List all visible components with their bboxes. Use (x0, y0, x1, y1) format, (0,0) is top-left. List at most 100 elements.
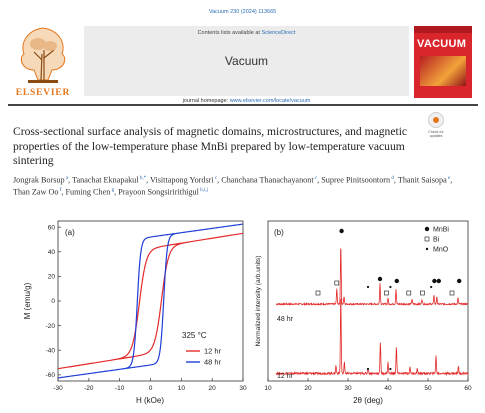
x-tick-label: 50 (424, 385, 432, 392)
author-name[interactable]: Prayoon Songsiririthigul (118, 187, 199, 197)
legend-label: MnBi (433, 226, 449, 233)
y-tick-label: 40 (48, 249, 56, 256)
legend-label: MnO (433, 246, 449, 253)
xrd-phase-markers (315, 228, 462, 371)
journal-header-box: Contents lists available at ScienceDirec… (84, 26, 409, 96)
author-list: Jongrak Borsup a, Tanachat Eknapakul b,*… (13, 175, 453, 197)
bi-marker (406, 290, 412, 296)
y-tick-label: -40 (46, 347, 56, 354)
legend-label: Bi (433, 236, 440, 243)
legend-label: 12 hr (204, 347, 222, 356)
xrd-legend: MnBi Bi MnO (424, 226, 449, 253)
author-name[interactable]: Visittapong Yordsri (150, 175, 214, 185)
legend-bi-symbol (424, 236, 430, 242)
xrd-trace-12-hr (275, 297, 469, 376)
author-affiliation[interactable]: e (446, 176, 451, 181)
elsevier-logo[interactable]: ELSEVIER (8, 20, 78, 98)
mno-marker (366, 285, 370, 289)
hysteresis-legend: 12 hr 48 hr (186, 347, 222, 367)
journal-name: Vacuum (224, 54, 269, 68)
homepage-label: journal homepage: (182, 98, 229, 104)
author-name[interactable]: Supree Pinitsoontorn (321, 175, 391, 185)
cover-band (414, 26, 472, 33)
mno-marker (389, 285, 392, 289)
hysteresis-y-label: M (emu/g) (23, 282, 32, 319)
author-affiliation[interactable]: a (64, 176, 69, 181)
x-tick-label: -20 (84, 385, 94, 392)
mno-marker (389, 367, 392, 371)
hysteresis-chart: (a) -30 -20 -10 0 10 20 30 -60 -40 -20 0 20 40 60 H … (23, 220, 247, 405)
contents-text: Contents lists available at (197, 30, 260, 36)
graphical-abstract-figure: (a) -30 -20 -10 0 10 20 30 -60 -40 -20 0 20 40 60 H … (20, 213, 482, 411)
xrd-trace-label: 48 hr (277, 316, 294, 323)
legend-mno-symbol (425, 247, 429, 251)
mnbi-marker (436, 278, 441, 284)
cover-artwork (420, 56, 466, 86)
journal-masthead: ELSEVIER Contents lists available at Sci… (8, 20, 478, 104)
x-tick-label: 60 (464, 385, 472, 392)
legend-label: 48 hr (204, 358, 222, 367)
author-name[interactable]: Thanit Saisopa (397, 175, 447, 185)
header-divider (8, 104, 478, 106)
journal-cover-image[interactable]: VACUUM (414, 26, 472, 98)
mno-marker (366, 367, 370, 371)
author-name[interactable]: Chanchana Thanachayanont (221, 175, 314, 185)
xrd-plot-frame (267, 220, 469, 382)
author-name[interactable]: Jongrak Borsup (13, 175, 65, 185)
mno-marker (430, 285, 433, 289)
homepage-link[interactable]: www.elsevier.com/locate/vacuum (229, 98, 311, 104)
hysteresis-x-label: H (kOe) (136, 396, 164, 405)
hysteresis-y-ticks: -60 -40 -20 0 20 40 60 (46, 224, 61, 379)
x-tick-label: 10 (264, 385, 272, 392)
author-name[interactable]: Fuming Chen (65, 187, 111, 197)
author-affiliation[interactable]: c (213, 176, 218, 181)
author-affiliation[interactable]: b,i,j (198, 188, 208, 194)
journal-citation[interactable]: Vacuum 230 (2024) 113665 (208, 9, 277, 15)
cover-title: VACUUM (417, 38, 467, 50)
x-tick-label: 40 (384, 385, 392, 392)
mnbi-marker (432, 278, 437, 284)
author-affiliation[interactable]: f (58, 188, 62, 194)
check-updates-line2: updates (429, 134, 443, 139)
elsevier-tree-icon (8, 20, 78, 86)
y-tick-label: 20 (48, 274, 56, 281)
author-affiliation[interactable]: c (313, 176, 318, 181)
y-tick-label: -20 (46, 323, 56, 330)
author-affiliation[interactable]: d (390, 176, 394, 181)
mnbi-marker (339, 228, 344, 234)
contents-availability: Contents lists available at ScienceDirec… (84, 30, 409, 36)
check-updates-label: Check for updates (421, 130, 451, 138)
hysteresis-loop-12-hr (57, 232, 244, 370)
xrd-chart: (b) 10 20 30 40 50 60 2θ (deg) Normalized int… (255, 220, 472, 405)
bi-marker (420, 290, 425, 296)
xrd-x-label: 2θ (deg) (353, 396, 383, 405)
y-tick-label: 0 (51, 298, 55, 305)
sciencedirect-link[interactable]: ScienceDirect (261, 30, 296, 36)
check-updates-line1: Check for (428, 130, 444, 134)
x-tick-label: 20 (209, 385, 217, 392)
legend-mnbi-symbol (424, 226, 430, 232)
x-tick-label: -10 (115, 385, 125, 392)
elsevier-wordmark: ELSEVIER (15, 88, 71, 98)
y-tick-label: 60 (48, 224, 56, 231)
bi-marker (384, 290, 389, 296)
article-title: Cross-sectional surface analysis of magn… (13, 125, 408, 167)
temperature-label: 325 °C (182, 331, 207, 340)
hysteresis-plot-frame (57, 220, 244, 382)
author-affiliation[interactable]: b,* (138, 176, 147, 181)
x-tick-label: 30 (344, 385, 352, 392)
x-tick-label: 0 (149, 385, 153, 392)
hysteresis-loop-48-hr (57, 223, 244, 379)
xrd-trace-label: 12 hr (277, 373, 294, 380)
xrd-y-label: Normalized intensity (arb.units) (255, 256, 262, 347)
bi-marker (449, 290, 455, 296)
journal-homepage: journal homepage: www.elsevier.com/locat… (84, 98, 409, 104)
panel-a-label: (a) (65, 228, 75, 237)
author-affiliation[interactable]: g (110, 188, 115, 194)
y-tick-label: -60 (46, 372, 56, 379)
check-for-updates-button[interactable]: Check for updates (425, 112, 447, 140)
author-name[interactable]: Tanachat Eknapakul (72, 175, 139, 185)
check-updates-icon (428, 112, 444, 128)
author-name[interactable]: Than Zaw Oo (13, 187, 59, 197)
mnbi-marker (394, 278, 399, 284)
